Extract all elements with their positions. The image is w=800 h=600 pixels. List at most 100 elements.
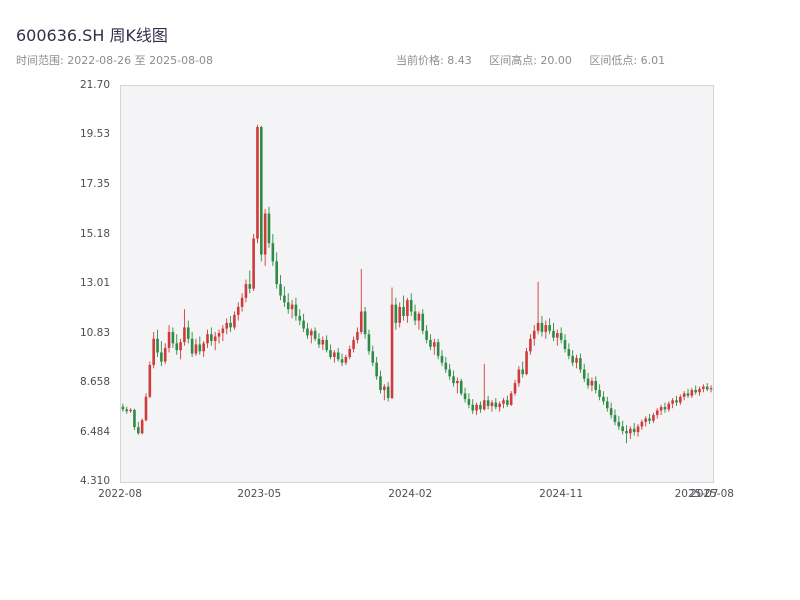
- candle-body: [459, 380, 463, 394]
- candle-body: [702, 386, 705, 389]
- candle-body: [290, 304, 294, 310]
- candle-body: [359, 311, 363, 332]
- candle-body: [340, 359, 344, 363]
- x-tick-label: 2024-11: [539, 488, 584, 500]
- candle-body: [667, 403, 671, 410]
- y-tick-label: 17.35: [79, 178, 110, 191]
- candle-body: [690, 390, 694, 396]
- candle-body: [129, 409, 132, 412]
- candle-body: [705, 386, 709, 390]
- candle-body: [229, 322, 232, 328]
- candle-body: [244, 284, 248, 298]
- current-price-label: 当前价格: 8.43: [396, 54, 472, 67]
- candle-body: [163, 347, 167, 362]
- candle-body: [563, 339, 567, 350]
- candle-body: [252, 238, 255, 289]
- candle-body: [567, 349, 571, 356]
- candle-body: [306, 328, 309, 336]
- candle-body: [494, 402, 498, 408]
- candle-body: [659, 407, 663, 411]
- candle-body: [636, 426, 640, 433]
- candle-body: [467, 399, 471, 405]
- candle-body: [409, 300, 413, 312]
- candle-body: [686, 393, 690, 396]
- candle-body: [283, 295, 286, 303]
- candle-body: [632, 428, 636, 433]
- candle-body: [336, 352, 340, 360]
- candle-body: [125, 409, 129, 412]
- candle-body: [479, 404, 482, 410]
- x-tick-label: 2023-05: [237, 488, 282, 500]
- candle-body: [156, 338, 159, 353]
- candle-body: [206, 334, 209, 344]
- candle-body: [186, 327, 190, 339]
- candle-body: [136, 427, 140, 434]
- candle-body: [575, 358, 578, 363]
- y-tick-label: 10.83: [79, 326, 110, 339]
- y-tick-label: 8.658: [79, 376, 110, 388]
- candle-body: [375, 362, 378, 377]
- candle-body: [605, 401, 609, 409]
- candle-body: [517, 369, 521, 384]
- candle-body: [275, 261, 278, 285]
- candle-body: [167, 331, 171, 348]
- candle-body: [286, 302, 290, 310]
- candle-body: [363, 311, 367, 335]
- candle-body: [694, 390, 698, 393]
- candle-body: [175, 343, 179, 351]
- candle-body: [436, 342, 440, 356]
- candle-body: [525, 351, 528, 375]
- range-low-label: 区间低点: 6.01: [589, 54, 666, 67]
- candle-body: [444, 362, 448, 370]
- candle-body: [383, 386, 386, 391]
- candle-body: [671, 400, 674, 404]
- candle-body: [421, 313, 425, 331]
- candle-body: [679, 396, 682, 403]
- candle-body: [390, 304, 394, 398]
- candle-body: [509, 393, 513, 405]
- candle-body: [579, 358, 582, 370]
- candle-body: [333, 352, 336, 357]
- candle-body: [663, 407, 667, 410]
- candle-body: [644, 418, 648, 422]
- candle-body: [425, 330, 428, 340]
- candle-body: [536, 322, 540, 331]
- candle-body: [294, 304, 298, 317]
- candle-body: [344, 356, 348, 363]
- candle-body: [240, 297, 244, 307]
- candle-body: [367, 334, 371, 352]
- candle-body: [482, 400, 486, 410]
- candle-body: [256, 127, 259, 239]
- candle-body: [371, 351, 375, 363]
- candle-body: [121, 406, 125, 410]
- candle-body: [406, 300, 409, 317]
- candle-body: [544, 325, 548, 332]
- candle-body: [594, 380, 598, 391]
- candle-body: [655, 410, 659, 416]
- candle-body: [133, 409, 136, 428]
- candle-body: [490, 402, 494, 406]
- candle-body: [617, 421, 621, 427]
- candle-body: [709, 388, 713, 390]
- candle-body: [144, 396, 148, 421]
- date-range-label: 时间范围: 2022-08-26 至 2025-08-08: [16, 54, 214, 67]
- y-tick-label: 19.53: [79, 128, 110, 141]
- candle-body: [271, 243, 275, 262]
- candle-body: [417, 313, 421, 321]
- candle-body: [540, 322, 544, 332]
- candle-body: [352, 339, 355, 350]
- x-tick-label: 2022-08: [98, 488, 142, 500]
- candle-body: [648, 418, 651, 421]
- candle-body: [279, 284, 282, 296]
- candle-body: [621, 426, 624, 431]
- candle-body: [571, 355, 574, 363]
- x-tick-label: 2024-02: [388, 488, 433, 500]
- candle-body: [348, 349, 352, 357]
- candle-body: [429, 339, 432, 347]
- candle-body: [317, 338, 321, 345]
- candle-body: [183, 327, 186, 343]
- candle-body: [321, 339, 325, 345]
- candle-body: [556, 333, 559, 338]
- y-tick-label: 4.310: [79, 475, 110, 487]
- candle-body: [440, 355, 444, 363]
